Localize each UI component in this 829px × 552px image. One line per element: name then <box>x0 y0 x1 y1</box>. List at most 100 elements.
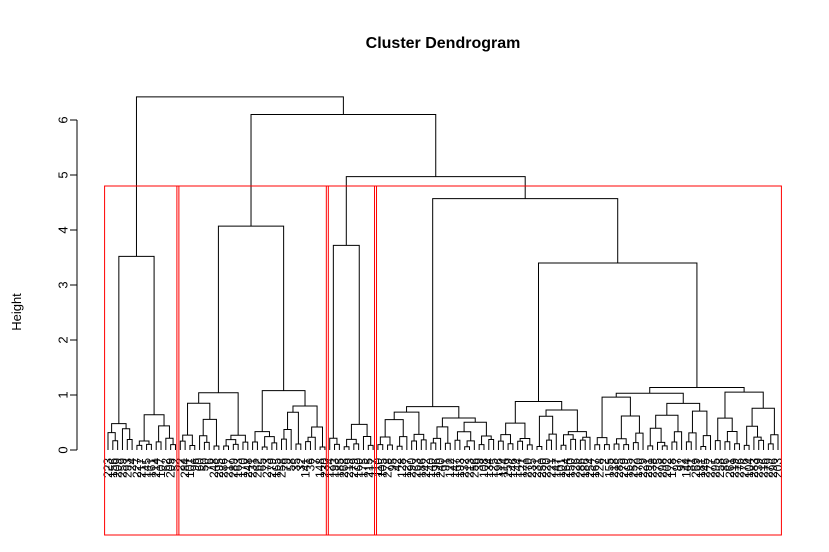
leaf-label: 127 <box>400 458 414 478</box>
leaf-label: 238 <box>646 458 660 478</box>
dendrogram-link <box>463 421 487 436</box>
dendrogram-link <box>387 444 393 450</box>
dendrogram-link <box>146 443 152 450</box>
leaf-label: 167 <box>588 458 602 478</box>
dendrogram-link <box>189 444 196 450</box>
dendrogram-link <box>432 198 619 407</box>
leaf-label: 81 <box>684 458 698 472</box>
dendrogram-link <box>353 443 360 450</box>
leaf-label: 92 <box>675 458 689 472</box>
leaf-label: 165 <box>270 458 284 478</box>
leaf-label: 36 <box>303 458 317 472</box>
leaf-label: 163 <box>231 458 245 478</box>
leaf-label: 193 <box>453 458 467 478</box>
leaf-label: 276 <box>732 458 746 478</box>
dendrogram-link <box>287 411 299 445</box>
leaf-label: 296 <box>766 458 780 478</box>
dendrogram-link <box>118 255 155 424</box>
dendrogram-link <box>601 396 631 438</box>
leaf-label: 101 <box>554 458 568 478</box>
dendrogram-link <box>135 96 344 257</box>
leaf-label: 96 <box>188 458 202 472</box>
leaf-label: 295 <box>212 458 226 478</box>
leaf-label: 231 <box>246 458 260 478</box>
dendrogram-link <box>179 440 186 450</box>
y-tick-label: 3 <box>56 281 71 288</box>
leaf-label: 219 <box>728 458 742 478</box>
dendrogram-link <box>603 444 610 450</box>
dendrogram-link <box>295 443 302 450</box>
leaf-label: 242 <box>419 458 433 478</box>
dendrogram-link <box>666 402 701 416</box>
dendrogram-link <box>497 440 504 450</box>
dendrogram-link <box>655 414 679 432</box>
leaf-label: 217 <box>135 458 149 478</box>
leaf-label: 147 <box>448 458 462 478</box>
dendrogram-link <box>613 443 620 450</box>
dendrogram-link <box>264 436 275 448</box>
leaf-label: 219 <box>342 458 356 478</box>
leaf-label: 50 <box>197 458 211 472</box>
dendrogram-link <box>261 446 268 450</box>
leaf-label: 228 <box>593 458 607 478</box>
dendrogram-link <box>546 439 552 450</box>
leaf-label: 283 <box>747 458 761 478</box>
dendrogram-link <box>671 441 678 450</box>
dendrogram-link <box>734 443 740 450</box>
dendrogram-link <box>481 435 492 445</box>
dendrogram-link <box>343 446 350 450</box>
leaf-label: 279 <box>617 458 631 478</box>
leaf-label: 150 <box>564 458 578 478</box>
leaf-label: 196 <box>491 458 505 478</box>
dendrogram-link <box>393 411 420 435</box>
dendrogram-link <box>579 439 586 450</box>
dendrogram-link <box>346 438 357 447</box>
leaf-label: 65 <box>255 458 269 472</box>
leaf-label: 218 <box>607 458 621 478</box>
leaf-label: 276 <box>737 458 751 478</box>
dendrogram-link <box>319 446 326 450</box>
leaf-label: 215 <box>361 458 375 478</box>
leaf-label: 209 <box>111 458 125 478</box>
leaf-label: 114 <box>496 458 510 477</box>
dendrogram-link <box>362 436 372 450</box>
leaf-label: 86 <box>718 458 732 472</box>
leaf-label: 270 <box>520 458 534 478</box>
dendrogram-link <box>107 432 116 450</box>
cluster-box <box>104 185 180 536</box>
leaf-label: 213 <box>463 458 477 478</box>
dendrogram-link <box>596 437 608 445</box>
chart-title: Cluster Dendrogram <box>366 35 521 52</box>
leaf-label: 273 <box>260 458 274 478</box>
dendrogram-link <box>396 445 403 450</box>
leaf-label: 227 <box>130 458 144 478</box>
leaf-label: 193 <box>328 458 342 478</box>
dendrogram-link <box>217 225 285 393</box>
dendrogram-link <box>478 444 485 450</box>
dendrogram-link <box>456 431 472 441</box>
dendrogram-link <box>444 442 451 450</box>
dendrogram-link <box>514 401 563 424</box>
dendrogram-link <box>292 405 318 428</box>
dendrogram-link <box>379 436 391 445</box>
dendrogram-link <box>582 436 591 450</box>
leaf-label: 165 <box>622 458 636 478</box>
leaf-label: 248 <box>207 458 221 478</box>
leaf-label: 275 <box>650 458 664 478</box>
leaf-label: 232 <box>458 458 472 478</box>
dendrogram-link <box>517 440 524 450</box>
leaf-label: 155 <box>602 458 616 478</box>
dendrogram-link <box>203 441 210 450</box>
leaf-label: 268 <box>337 458 351 478</box>
leaf-label: 202 <box>660 458 674 478</box>
dendrogram-link <box>411 440 417 450</box>
leaf-label: 185 <box>332 458 346 478</box>
leaf-label: 97 <box>670 458 684 472</box>
leaf-label: 240 <box>434 458 448 478</box>
dendrogram-link <box>746 425 759 446</box>
dendrogram-link <box>250 114 437 227</box>
leaf-label: 285 <box>612 458 626 478</box>
leaf-label: 108 <box>477 458 491 478</box>
leaf-label: 186 <box>414 458 428 478</box>
dendrogram-link <box>647 445 654 450</box>
